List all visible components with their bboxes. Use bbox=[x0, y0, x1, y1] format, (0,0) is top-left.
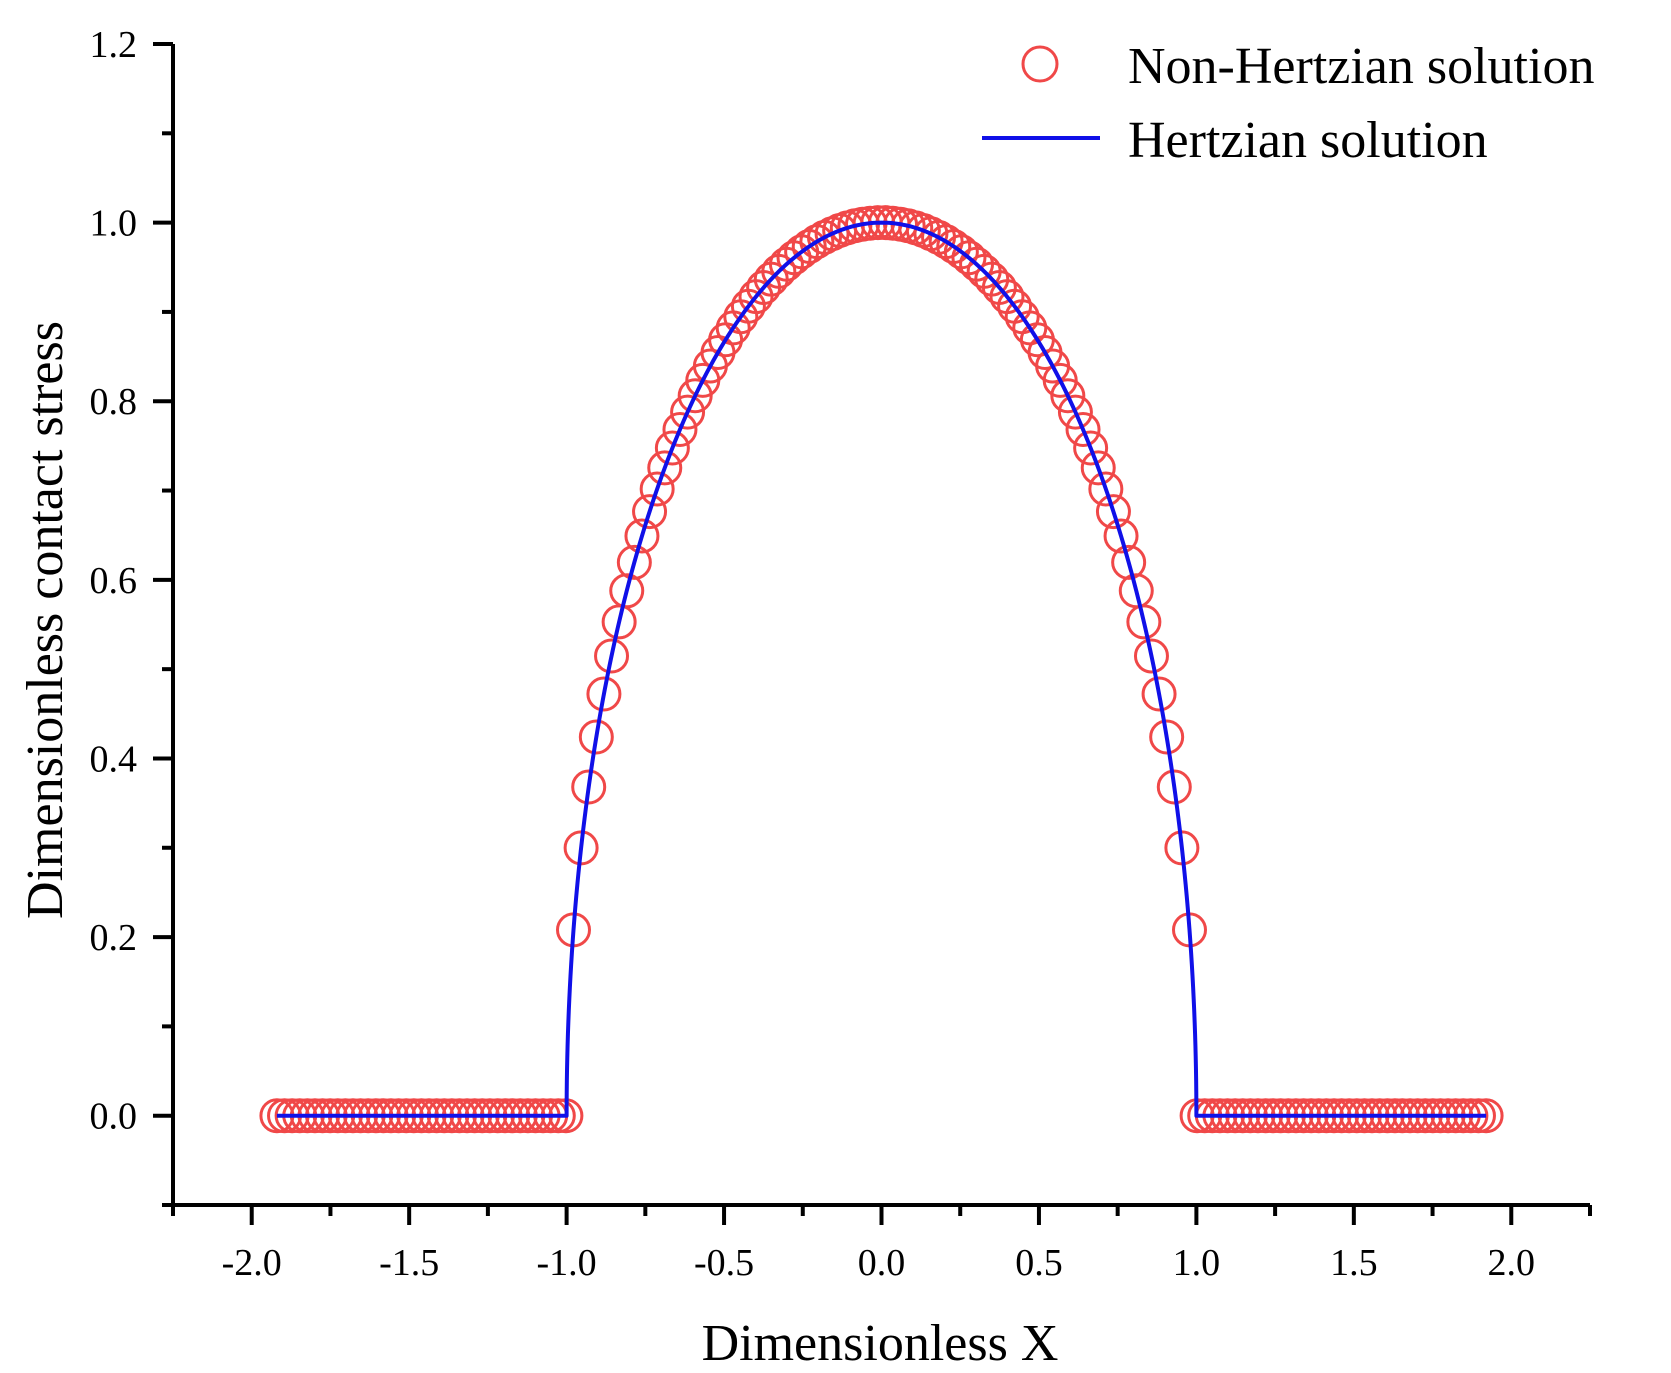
y-tick-label: 0.8 bbox=[90, 381, 138, 423]
non-hertzian-point bbox=[624, 518, 660, 554]
non-hertzian-point bbox=[578, 719, 614, 755]
non-hertzian-point bbox=[1057, 394, 1093, 430]
non-hertzian-point bbox=[1156, 769, 1192, 805]
y-axis: 0.0 0.2 0.4 0.6 0.8 1.0 1.2 bbox=[90, 24, 175, 1207]
non-hertzian-point bbox=[616, 544, 652, 580]
y-tick-label: 1.0 bbox=[90, 203, 138, 245]
non-hertzian-point bbox=[586, 676, 622, 712]
y-tick-label: 0.0 bbox=[90, 1096, 138, 1138]
non-hertzian-point bbox=[806, 219, 842, 255]
legend-label-hertzian: Hertzian solution bbox=[1128, 112, 1488, 169]
non-hertzian-point bbox=[1141, 676, 1177, 712]
y-tick-label: 0.6 bbox=[90, 560, 138, 602]
x-tick-label: 1.0 bbox=[1173, 1242, 1221, 1284]
plot-area bbox=[259, 205, 1504, 1134]
non-hertzian-point bbox=[571, 769, 607, 805]
non-hertzian-point bbox=[1133, 638, 1169, 674]
legend-marker-non-hertzian bbox=[1021, 45, 1059, 83]
non-hertzian-point bbox=[1149, 719, 1185, 755]
x-tick-label: -2.0 bbox=[222, 1242, 282, 1284]
y-tick-label: 1.2 bbox=[90, 24, 138, 66]
x-tick-label: -1.0 bbox=[537, 1242, 597, 1284]
legend: Non-Hertzian solution Hertzian solution bbox=[982, 38, 1594, 169]
non-hertzian-point bbox=[1103, 518, 1139, 554]
non-hertzian-point bbox=[647, 450, 683, 486]
x-axis-title: Dimensionless X bbox=[702, 1315, 1059, 1372]
x-tick-label: -1.5 bbox=[379, 1242, 439, 1284]
y-tick-label: 0.4 bbox=[90, 738, 138, 780]
non-hertzian-point bbox=[1073, 430, 1109, 466]
non-hertzian-point bbox=[1065, 411, 1101, 447]
x-tick-label: 2.0 bbox=[1488, 1242, 1536, 1284]
non-hertzian-point bbox=[1095, 494, 1131, 530]
y-tick-label: 0.2 bbox=[90, 917, 138, 959]
non-hertzian-point bbox=[1126, 604, 1162, 640]
non-hertzian-point bbox=[1088, 471, 1124, 507]
non-hertzian-point bbox=[639, 471, 675, 507]
non-hertzian-point bbox=[654, 430, 690, 466]
non-hertzian-point bbox=[632, 494, 668, 530]
y-axis-title: Dimensionless contact stress bbox=[17, 321, 74, 919]
x-tick-label: -0.5 bbox=[694, 1242, 754, 1284]
x-axis: -2.0 -1.5 -1.0 -0.5 0.0 0.5 1.0 1.5 2.0 bbox=[171, 1203, 1592, 1284]
non-hertzian-point bbox=[670, 394, 706, 430]
x-tick-label: 0.5 bbox=[1015, 1242, 1063, 1284]
x-tick-label: 1.5 bbox=[1330, 1242, 1378, 1284]
x-tick-label: 0.0 bbox=[858, 1242, 906, 1284]
non-hertzian-point bbox=[662, 411, 698, 447]
legend-label-non-hertzian: Non-Hertzian solution bbox=[1128, 38, 1594, 95]
non-hertzian-point bbox=[1080, 450, 1116, 486]
non-hertzian-point bbox=[1050, 378, 1086, 414]
non-hertzian-point bbox=[594, 638, 630, 674]
hertzian-line bbox=[276, 220, 1487, 1118]
